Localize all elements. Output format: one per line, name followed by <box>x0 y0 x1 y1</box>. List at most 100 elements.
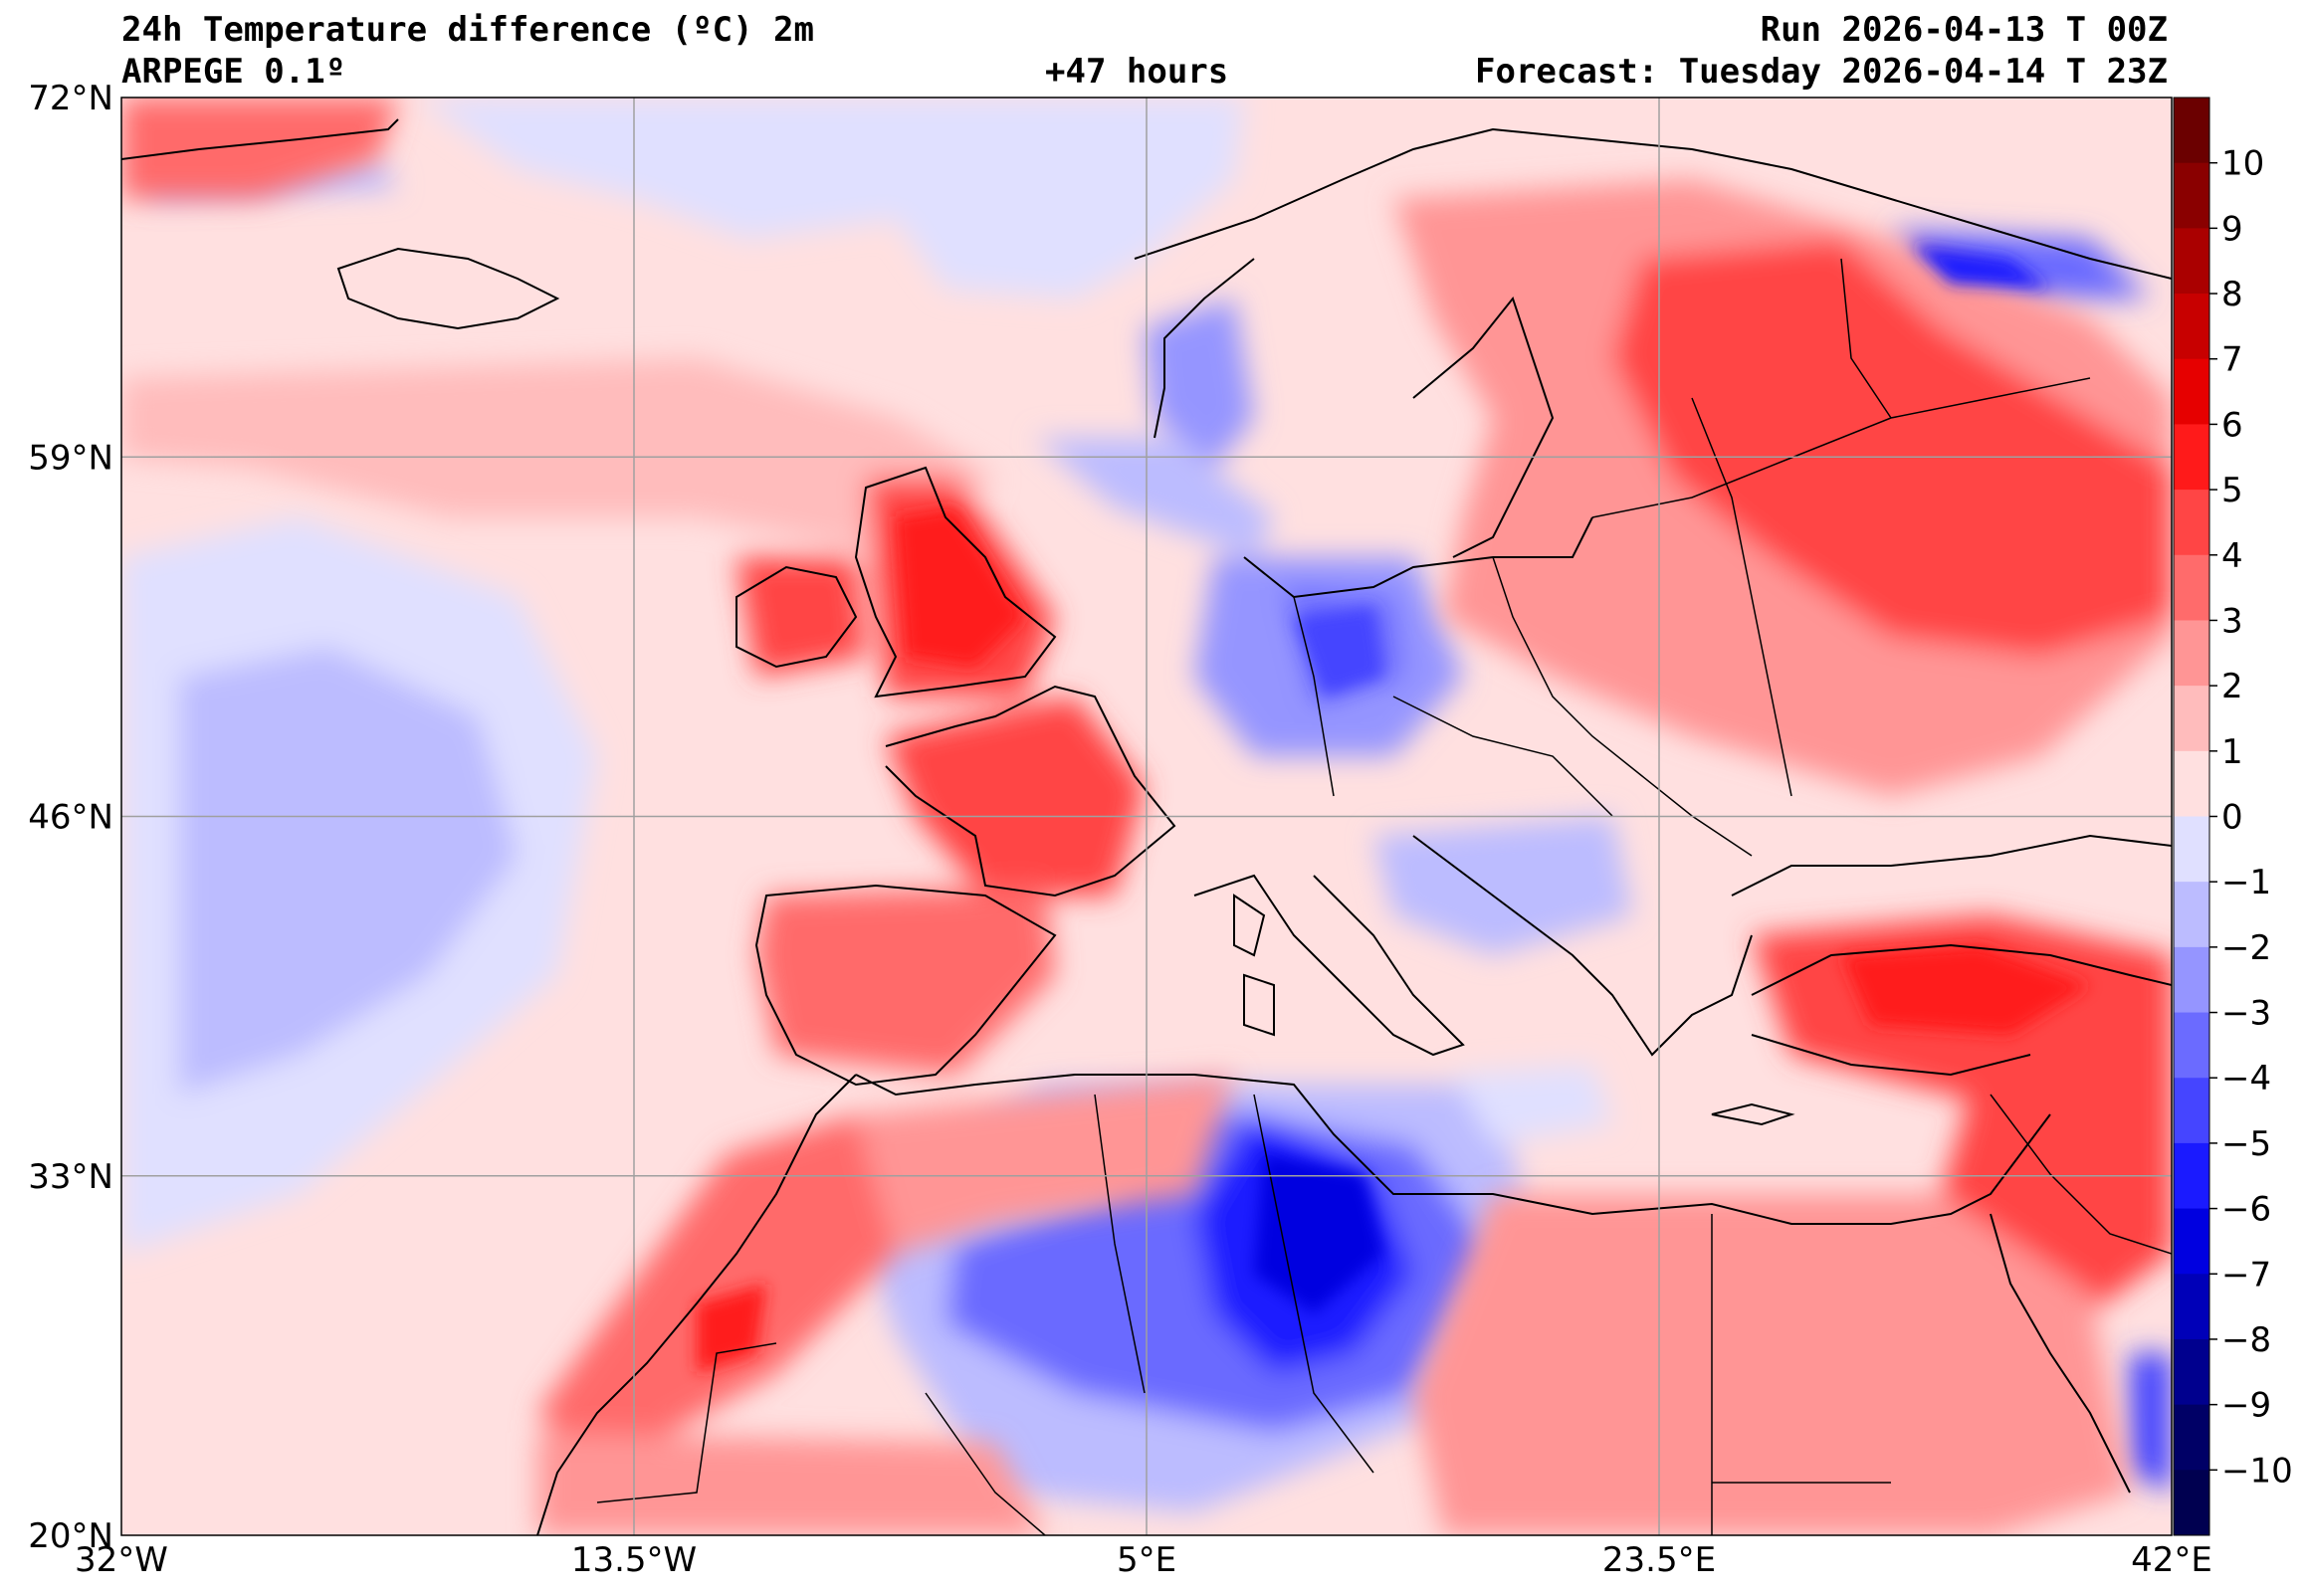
field-lightblue-north-atlantic <box>418 98 1244 299</box>
coast-ireland <box>735 565 858 669</box>
field-deepblue-sahara <box>1254 1154 1383 1313</box>
field-red-ireland <box>736 557 866 677</box>
colorbar-label: −3 <box>2221 994 2271 1034</box>
coast-black-sea <box>1731 834 2172 897</box>
field-red-greenland <box>121 98 398 199</box>
colorbar-segment <box>2174 554 2209 621</box>
field-blue-atlantic <box>179 647 518 1095</box>
field-red-france <box>886 697 1145 896</box>
lon-tick-label: 23.5°E <box>1602 1540 1716 1580</box>
colorbar-segment <box>2174 1142 2209 1210</box>
colorbar-segment <box>2174 424 2209 491</box>
coast-greenland <box>121 118 399 160</box>
colorbar-label: −10 <box>2221 1451 2293 1491</box>
border-algeria-libya <box>1253 1094 1374 1474</box>
coast-balkans <box>1412 835 1753 1057</box>
border-belarus <box>1691 397 1792 797</box>
coast-turkey-south <box>1751 1034 2031 1077</box>
colorbar-segment <box>2174 1404 2209 1471</box>
border-algeria-west <box>1094 1094 1146 1394</box>
field-deepred-turkey <box>1841 945 2090 1035</box>
coast-crete <box>1711 1102 1795 1126</box>
lon-tick-label: 13.5°W <box>571 1540 697 1580</box>
coast-norway <box>1154 258 1255 439</box>
border-mauritania <box>596 1342 777 1503</box>
lon-tick-label: 32°W <box>75 1540 168 1580</box>
colorbar-label: −9 <box>2221 1386 2271 1426</box>
map-title: 24h Temperature difference (ºC) 2m <box>121 10 814 50</box>
coast-red-sea <box>1990 1213 2131 1494</box>
border-mali <box>925 1392 1046 1535</box>
colorbar-label: 4 <box>2221 536 2243 576</box>
forecast-label: Forecast: Tuesday 2026-04-14 T 23Z <box>1475 52 2168 92</box>
field-deepblue-germany <box>1294 607 1383 697</box>
field-lightblue-med <box>1453 1065 1612 1144</box>
colorbar-segment <box>2174 490 2209 556</box>
coast-corsica <box>1233 894 1266 957</box>
coast-britain <box>854 466 1057 698</box>
field-red-russia <box>1612 239 2172 657</box>
field-pink-north-africa <box>856 1075 1234 1254</box>
coast-west-africa <box>536 1074 857 1535</box>
colorbar-segment <box>2174 686 2209 752</box>
field-deepred-britain <box>896 507 1025 667</box>
latitude-labels: 72°N 59°N 46°N 33°N 20°N <box>28 79 113 1556</box>
colorbar-segment <box>2174 162 2209 229</box>
colorbar-label: 1 <box>2221 732 2243 772</box>
map-frame <box>120 97 2173 1536</box>
lat-tick-label: 72°N <box>28 79 113 118</box>
colorbar-label: 7 <box>2221 340 2243 380</box>
colorbar-segment <box>2174 1078 2209 1144</box>
colorbar-segment <box>2174 946 2209 1014</box>
colorbar-label: −4 <box>2221 1059 2271 1098</box>
border-austria-hungary <box>1392 696 1613 817</box>
colorbar-segment <box>2174 228 2209 295</box>
colorbar-segment <box>2174 1470 2209 1536</box>
colorbar-label: −5 <box>2221 1124 2271 1164</box>
field-lightblue-balkans <box>1373 816 1632 955</box>
coast-iceland <box>336 247 560 330</box>
lat-tick-label: 33°N <box>28 1157 113 1197</box>
field-deepblue-kola <box>1911 244 2050 289</box>
coast-turkey-north <box>1751 943 2172 996</box>
model-label: ARPEGE 0.1º <box>121 52 346 92</box>
colorbar-label: 5 <box>2221 471 2243 510</box>
lon-tick-label: 5°E <box>1117 1540 1176 1580</box>
coast-iberia <box>754 884 1057 1087</box>
colorbar-label: −7 <box>2221 1255 2271 1295</box>
border-syria-iraq <box>1990 1094 2172 1255</box>
lat-tick-label: 59°N <box>28 438 113 478</box>
colorbar-label: −8 <box>2221 1320 2271 1360</box>
colorbar <box>2173 97 2210 1536</box>
field-deepred-sahara-west <box>697 1284 766 1373</box>
coast-sweden <box>1412 296 1555 558</box>
lon-tick-label: 42°E <box>2131 1540 2212 1580</box>
colorbar-label: −2 <box>2221 928 2271 968</box>
colorbar-label: 9 <box>2221 209 2243 249</box>
colorbar-segment <box>2174 1012 2209 1079</box>
colorbar-label: 8 <box>2221 275 2243 314</box>
coast-north-africa <box>855 1074 2051 1225</box>
colorbar-segment <box>2174 1338 2209 1406</box>
field-pink-mauritania <box>537 1433 1045 1535</box>
colorbar-segment <box>2174 750 2209 817</box>
colorbar-label: 2 <box>2221 667 2243 706</box>
coast-scandinavia-north <box>1134 127 2172 280</box>
border-baltics-russia <box>1591 377 2091 518</box>
colorbar-label: 10 <box>2221 144 2264 184</box>
border-finland-russia <box>1840 258 1892 419</box>
colorbar-segment <box>2174 98 2209 164</box>
borders <box>596 258 2172 1535</box>
field-blue-norway <box>1145 299 1254 468</box>
colorbar-segment <box>2174 294 2209 360</box>
coast-france <box>885 685 1176 898</box>
lead-time-label: +47 hours <box>1045 52 1229 92</box>
gridlines <box>121 98 2172 1535</box>
colorbar-label: −1 <box>2221 863 2271 902</box>
run-label: Run 2026-04-13 T 00Z <box>1760 10 2168 50</box>
field-blue-north-sea <box>1035 438 1274 557</box>
colorbar-label: −6 <box>2221 1190 2271 1230</box>
colorbar-label: 6 <box>2221 405 2243 445</box>
